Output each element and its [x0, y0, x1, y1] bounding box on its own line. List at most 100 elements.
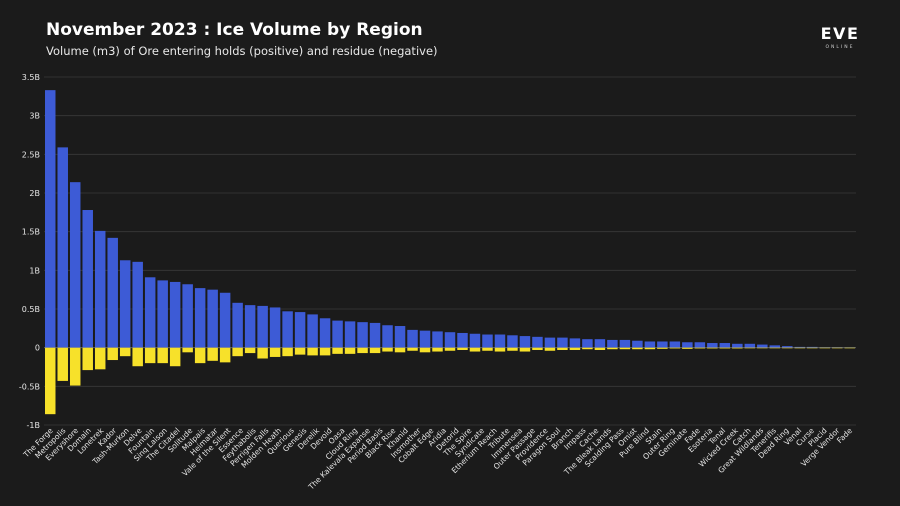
- bar-negative: [482, 347, 493, 351]
- bar-positive: [557, 337, 568, 348]
- bar-negative: [519, 347, 531, 352]
- bar-positive: [544, 337, 556, 348]
- bar-negative: [619, 347, 631, 350]
- bar-positive: [344, 321, 356, 348]
- y-tick-label: 2B: [29, 189, 40, 198]
- y-tick-label: 0: [35, 344, 40, 353]
- bar-negative: [282, 347, 293, 357]
- bar-negative: [319, 347, 331, 356]
- bar-negative: [632, 347, 643, 350]
- bar-positive: [494, 334, 506, 348]
- bar-positive: [582, 339, 593, 348]
- bar-positive: [719, 343, 731, 348]
- bar-negative: [219, 347, 231, 363]
- bar-positive: [45, 90, 56, 348]
- bar-negative: [157, 347, 168, 364]
- bar-negative: [144, 347, 156, 364]
- bar-positive: [219, 292, 231, 348]
- bar-positive: [144, 277, 156, 348]
- bar-positive: [157, 280, 168, 348]
- bar-positive: [307, 314, 318, 348]
- bar-positive: [207, 289, 218, 348]
- bar-negative: [532, 347, 543, 350]
- x-axis: The ForgeMetropolisEveryshoreDomainLonet…: [21, 425, 854, 492]
- bar-negative: [469, 347, 481, 352]
- bar-positive: [332, 320, 343, 348]
- bar-positive: [269, 307, 281, 348]
- bar-positive: [732, 343, 743, 348]
- bar-positive: [532, 336, 543, 348]
- bar-negative: [832, 347, 843, 349]
- bar-negative: [644, 347, 656, 350]
- bar-negative: [207, 347, 218, 361]
- bar-negative: [232, 347, 243, 357]
- y-tick-label: 1B: [29, 266, 40, 275]
- bar-positive: [769, 345, 781, 348]
- bar-negative: [45, 347, 56, 415]
- bar-negative: [382, 347, 393, 352]
- bar-negative: [769, 347, 781, 349]
- eve-online-logo: EVE ONLINE: [821, 24, 858, 50]
- bar-negative: [682, 347, 693, 349]
- bar-negative: [569, 347, 581, 350]
- bar-positive: [407, 329, 418, 348]
- bar-positive: [369, 322, 381, 348]
- bar-positive: [444, 332, 456, 348]
- bar-negative: [594, 347, 606, 350]
- bar-positive: [319, 318, 331, 348]
- bar-negative: [582, 347, 593, 350]
- bar-negative: [819, 347, 831, 349]
- bar-negative: [444, 347, 456, 351]
- bar-negative: [744, 347, 756, 349]
- bar-positive: [782, 346, 793, 348]
- bar-positive: [119, 260, 131, 348]
- bar-positive: [169, 281, 181, 348]
- gridlines: [44, 76, 856, 426]
- bar-positive: [794, 346, 806, 348]
- bar-negative: [182, 347, 193, 353]
- bar-positive: [107, 237, 118, 348]
- bar-negative: [294, 347, 306, 355]
- bar-positive: [832, 347, 843, 348]
- bar-positive: [744, 343, 756, 348]
- bar-negative: [794, 347, 806, 349]
- y-tick-label: 3.5B: [22, 73, 40, 82]
- bar-positive: [707, 343, 718, 348]
- bar-positive: [469, 333, 481, 348]
- bar-negative: [732, 347, 743, 349]
- bar-positive: [94, 230, 106, 348]
- bar-positive: [69, 182, 81, 348]
- bar-negative: [307, 347, 318, 356]
- bar-negative: [669, 347, 681, 349]
- bar-positive: [694, 342, 706, 348]
- y-tick-label: -0.5B: [19, 382, 40, 391]
- bar-positive: [394, 326, 406, 348]
- y-tick-label: 3B: [29, 112, 40, 121]
- bar-positive: [507, 335, 518, 348]
- bar-negative: [269, 347, 281, 357]
- bar-negative: [407, 347, 418, 351]
- bar-negative: [844, 347, 855, 349]
- bar-negative: [807, 347, 818, 349]
- bar-negative: [544, 347, 556, 351]
- bar-negative: [507, 347, 518, 351]
- bar-negative: [782, 347, 793, 349]
- bar-positive: [482, 334, 493, 348]
- bar-negative: [757, 347, 768, 349]
- bar-negative: [194, 347, 206, 364]
- bar-negative: [244, 347, 256, 354]
- bar-positive: [457, 332, 468, 348]
- bar-positive: [257, 305, 268, 348]
- bar-positive: [644, 341, 656, 348]
- y-axis: 3.5B 3B 2.5B 2B 1.5B 1B 0.5B 0 -0.5B -1B: [19, 73, 40, 430]
- bar-negative: [369, 347, 381, 354]
- bar-negative: [132, 347, 143, 367]
- bar-positive: [132, 261, 143, 348]
- chart-subtitle: Volume (m3) of Ore entering holds (posit…: [46, 44, 438, 58]
- bar-negative: [107, 347, 118, 361]
- bar-positive: [682, 342, 693, 348]
- bar-positive: [432, 331, 443, 348]
- bar-positive: [182, 284, 193, 348]
- bar-negative: [557, 347, 568, 350]
